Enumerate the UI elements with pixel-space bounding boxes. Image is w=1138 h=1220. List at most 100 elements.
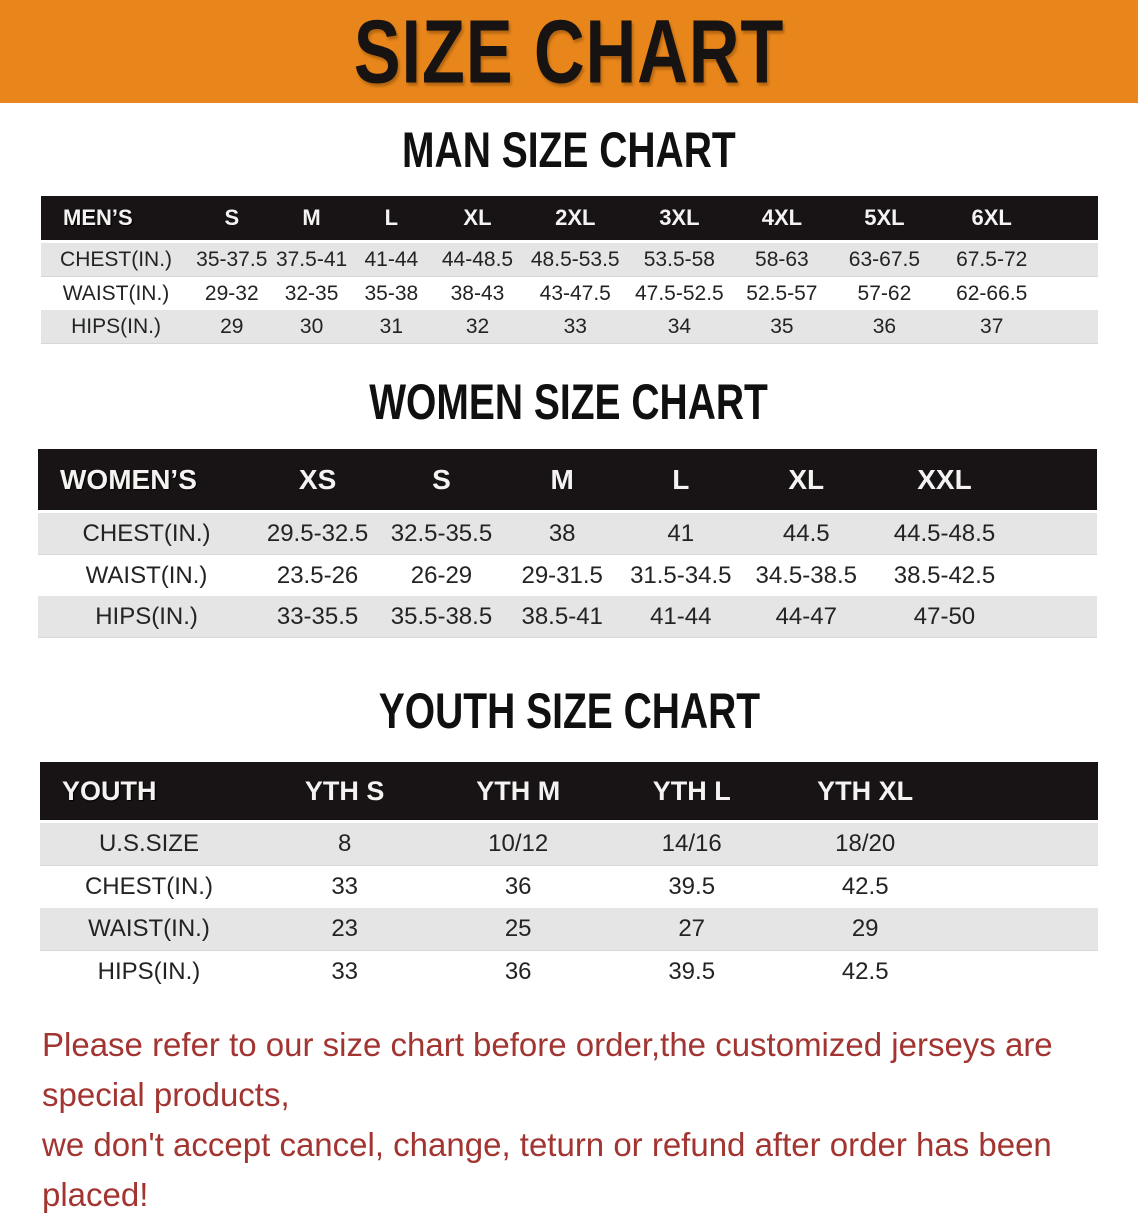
man-section-heading: MAN SIZE CHART <box>0 125 1138 175</box>
row-label: HIPS(IN.) <box>41 310 192 344</box>
table-cell: 14/16 <box>604 823 779 866</box>
table-cell: 36 <box>431 951 605 993</box>
table-cell: 30 <box>272 310 351 344</box>
women-size-col: M <box>502 449 622 513</box>
women-heading-text: WOMEN SIZE CHART <box>369 374 769 430</box>
men-size-col: XL <box>432 196 523 243</box>
spacer-cell <box>951 762 1098 823</box>
row-label: U.S.SIZE <box>40 823 258 866</box>
women-section-heading: WOMEN SIZE CHART <box>0 377 1138 427</box>
table-cell: 33 <box>257 866 432 908</box>
table-cell: 31.5-34.5 <box>621 555 741 596</box>
table-cell: 57-62 <box>832 277 937 310</box>
women-size-col: XXL <box>872 449 1017 513</box>
men-size-col: 5XL <box>832 196 937 243</box>
youth-size-col: YTH XL <box>778 762 952 823</box>
table-cell: 29 <box>191 310 273 344</box>
women-size-table: WOMEN’S XS S M L XL XXL CHEST(IN.) 29.5-… <box>38 449 1097 638</box>
table-cell: 38 <box>502 513 622 555</box>
row-label: HIPS(IN.) <box>38 596 256 638</box>
youth-size-col: YTH L <box>604 762 779 823</box>
row-label: CHEST(IN.) <box>40 866 258 908</box>
youth-ussize-row: U.S.SIZE 8 10/12 14/16 18/20 <box>40 823 1098 866</box>
table-cell: 44.5 <box>740 513 873 555</box>
table-cell: 33-35.5 <box>255 596 381 638</box>
spacer-cell <box>951 908 1098 951</box>
women-header-row: WOMEN’S XS S M L XL XXL <box>38 449 1097 513</box>
youth-size-col: YTH S <box>257 762 432 823</box>
table-cell: 26-29 <box>380 555 503 596</box>
table-cell: 62-66.5 <box>936 277 1048 310</box>
table-cell: 29.5-32.5 <box>255 513 381 555</box>
youth-hips-row: HIPS(IN.) 33 36 39.5 42.5 <box>40 951 1098 993</box>
row-label: CHEST(IN.) <box>38 513 256 555</box>
youth-section-heading: YOUTH SIZE CHART <box>0 686 1138 736</box>
table-cell: 38.5-41 <box>502 596 622 638</box>
banner: SIZE CHART <box>0 0 1138 103</box>
spacer-cell <box>1047 243 1098 277</box>
table-cell: 44-47 <box>740 596 873 638</box>
youth-waist-row: WAIST(IN.) 23 25 27 29 <box>40 908 1098 951</box>
men-size-col: M <box>272 196 351 243</box>
table-cell: 38-43 <box>432 277 523 310</box>
men-size-col: 3XL <box>627 196 732 243</box>
table-cell: 32 <box>432 310 523 344</box>
table-cell: 41 <box>621 513 741 555</box>
spacer-cell <box>1016 513 1097 555</box>
table-cell: 35-37.5 <box>191 243 273 277</box>
spacer-cell <box>1016 596 1097 638</box>
row-label: WAIST(IN.) <box>38 555 256 596</box>
youth-heading-text: YOUTH SIZE CHART <box>378 683 760 739</box>
row-label: CHEST(IN.) <box>41 243 192 277</box>
men-size-col: 4XL <box>731 196 833 243</box>
men-size-col: S <box>191 196 273 243</box>
table-cell: 52.5-57 <box>731 277 833 310</box>
table-cell: 39.5 <box>604 866 779 908</box>
table-cell: 25 <box>431 908 605 951</box>
table-cell: 44-48.5 <box>432 243 523 277</box>
row-label: WAIST(IN.) <box>40 908 258 951</box>
table-cell: 42.5 <box>778 866 952 908</box>
table-cell: 47-50 <box>872 596 1017 638</box>
women-header-label: WOMEN’S <box>38 449 256 513</box>
row-label: WAIST(IN.) <box>41 277 192 310</box>
spacer-cell <box>951 823 1098 866</box>
table-cell: 32.5-35.5 <box>380 513 503 555</box>
table-cell: 37.5-41 <box>272 243 351 277</box>
women-size-col: L <box>621 449 741 513</box>
table-cell: 53.5-58 <box>627 243 732 277</box>
men-hips-row: HIPS(IN.) 29 30 31 32 33 34 35 36 37 <box>41 310 1098 344</box>
spacer-cell <box>1047 310 1098 344</box>
women-size-col: S <box>380 449 503 513</box>
row-label: HIPS(IN.) <box>40 951 258 993</box>
spacer-cell <box>1047 277 1098 310</box>
men-size-col: 6XL <box>936 196 1048 243</box>
men-waist-row: WAIST(IN.) 29-32 32-35 35-38 38-43 43-47… <box>41 277 1098 310</box>
table-cell: 32-35 <box>272 277 351 310</box>
women-waist-row: WAIST(IN.) 23.5-26 26-29 29-31.5 31.5-34… <box>38 555 1097 596</box>
table-cell: 42.5 <box>778 951 952 993</box>
table-cell: 27 <box>604 908 779 951</box>
table-cell: 38.5-42.5 <box>872 555 1017 596</box>
men-size-table: MEN’S S M L XL 2XL 3XL 4XL 5XL 6XL CHEST… <box>41 196 1098 344</box>
table-cell: 35.5-38.5 <box>380 596 503 638</box>
table-cell: 18/20 <box>778 823 952 866</box>
table-cell: 48.5-53.5 <box>522 243 628 277</box>
table-cell: 43-47.5 <box>522 277 628 310</box>
table-cell: 23.5-26 <box>255 555 381 596</box>
table-cell: 47.5-52.5 <box>627 277 732 310</box>
spacer-cell <box>1047 196 1098 243</box>
man-heading-text: MAN SIZE CHART <box>402 122 736 178</box>
youth-chest-row: CHEST(IN.) 33 36 39.5 42.5 <box>40 866 1098 908</box>
youth-size-table: YOUTH YTH S YTH M YTH L YTH XL U.S.SIZE … <box>40 762 1098 993</box>
table-cell: 39.5 <box>604 951 779 993</box>
table-cell: 35 <box>731 310 833 344</box>
men-size-col: 2XL <box>522 196 628 243</box>
table-cell: 29-32 <box>191 277 273 310</box>
youth-header-row: YOUTH YTH S YTH M YTH L YTH XL <box>40 762 1098 823</box>
table-cell: 63-67.5 <box>832 243 937 277</box>
table-cell: 29-31.5 <box>502 555 622 596</box>
footer-notice-line1: Please refer to our size chart before or… <box>42 1026 1053 1113</box>
table-cell: 33 <box>257 951 432 993</box>
men-header-row: MEN’S S M L XL 2XL 3XL 4XL 5XL 6XL <box>41 196 1098 243</box>
